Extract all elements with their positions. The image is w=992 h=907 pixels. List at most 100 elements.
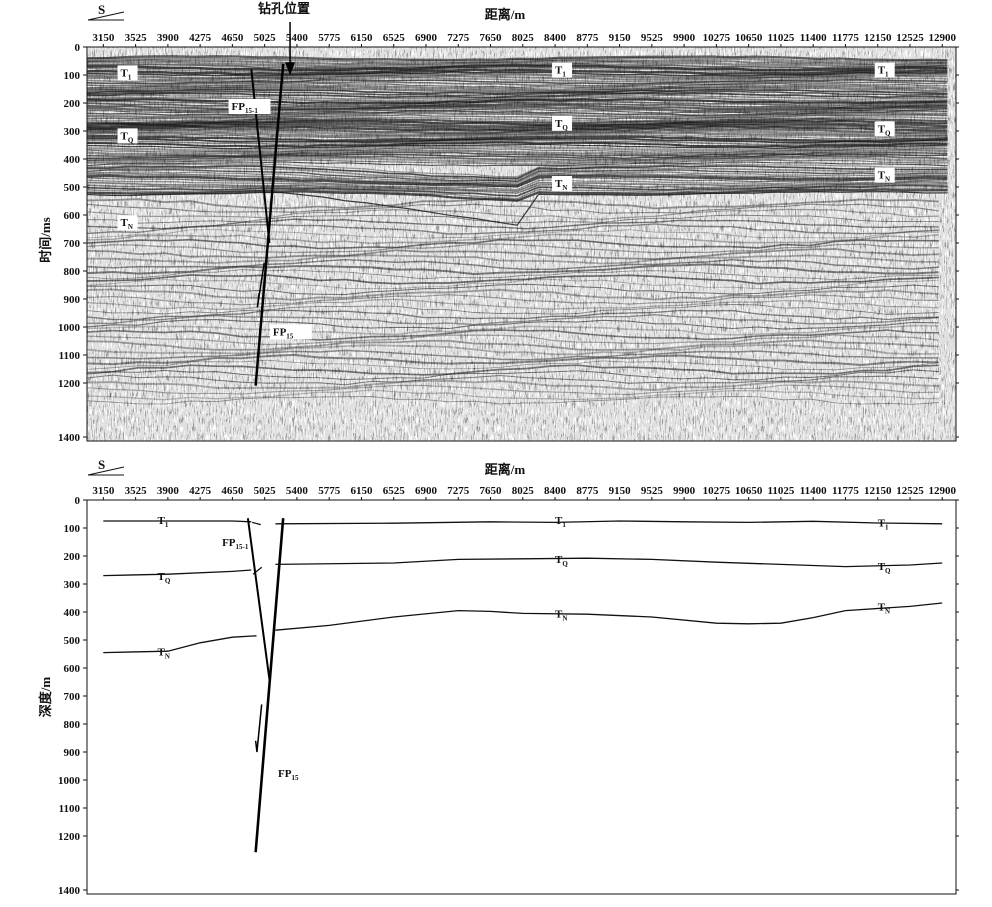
- top-fault-label-fp15: FP15: [273, 326, 294, 340]
- top-fault-label-fp15-1: FP15-1: [232, 101, 259, 115]
- seismic-reflector: [87, 359, 939, 371]
- seismic-reflector: [87, 171, 948, 184]
- bottom-horizon-label-t1-b: T1: [555, 515, 566, 529]
- seismic-time-section: 3150 3525 3900 4275 4650 5025 5400 5775 6150 6525…: [38, 1, 959, 444]
- bottom-horizon-label-tq-c: TQ: [878, 561, 891, 575]
- x-tick-label: 8025: [512, 485, 535, 497]
- seismic-reflector: [87, 228, 939, 239]
- x-tick-label: 11025: [767, 32, 794, 44]
- seismic-reflector: [87, 90, 948, 97]
- seismic-reflector: [87, 179, 948, 191]
- seismic-reflector: [87, 71, 948, 77]
- bottom-horizon-label-t1-c: T1: [878, 518, 889, 532]
- y-tick-label: 600: [64, 210, 81, 222]
- y-tick-label: 500: [64, 182, 81, 194]
- seismic-reflector: [87, 161, 948, 167]
- x-tick-label: 12150: [864, 485, 892, 497]
- horizon-tq-segment: [275, 557, 943, 568]
- seismic-reflector: [87, 143, 948, 150]
- y-tick-label: 900: [64, 747, 81, 759]
- seismic-reflector: [87, 139, 948, 146]
- x-tick-label: 3150: [92, 485, 115, 497]
- seismic-reflector: [87, 364, 939, 376]
- y-tick-label: 300: [64, 126, 81, 138]
- x-tick-label: 9525: [641, 32, 664, 44]
- seismic-reflectors: [87, 55, 948, 405]
- x-tick-label: 6150: [350, 32, 373, 44]
- y-tick-label: 1000: [58, 775, 81, 787]
- label-backdrop: [552, 62, 573, 78]
- top-horizon-label-t1-b: T1: [555, 65, 566, 79]
- seismic-reflector: [87, 238, 939, 250]
- seismic-reflector: [87, 288, 939, 301]
- seismic-reflector: [87, 86, 948, 93]
- seismic-reflector: [87, 369, 939, 381]
- seismic-reflector: [87, 165, 948, 180]
- borehole-label: 钻孔位置: [258, 1, 310, 16]
- seismic-reflector: [87, 248, 939, 260]
- seismic-reflector: [87, 223, 939, 235]
- seismic-reflector: [87, 174, 948, 188]
- top-x-axis-label: 距离/m: [485, 7, 526, 22]
- top-horizon-labels: T1 T1 T1 TQ TQ TQ TN TN TN FP15-1 FP15: [117, 62, 895, 340]
- x-tick-label: 7275: [447, 32, 470, 44]
- top-y-axis-ticks: 0 100 200 300 400 500 600 700 800 900 1000 1100 1200…: [58, 42, 959, 444]
- y-tick-label: 1000: [58, 322, 81, 334]
- seismic-reflector: [87, 145, 948, 152]
- seismic-reflector: [87, 344, 939, 356]
- fault-fp15-1-line: [246, 518, 271, 680]
- seismic-reflector: [87, 131, 948, 138]
- x-tick-label: 5775: [318, 485, 341, 497]
- fault-motion-arrow: [254, 704, 263, 753]
- y-tick-label: 1100: [59, 803, 81, 815]
- seismic-reflector: [87, 127, 948, 135]
- y-tick-label: 700: [64, 691, 81, 703]
- x-tick-label: 10650: [735, 485, 763, 497]
- x-tick-label: 12525: [896, 485, 924, 497]
- bottom-direction-indicator: S: [87, 457, 125, 476]
- x-tick-label: 10275: [703, 32, 731, 44]
- seismic-reflector: [87, 294, 939, 306]
- x-tick-label: 9525: [641, 485, 664, 497]
- x-tick-label: 11775: [832, 32, 859, 44]
- y-tick-label: 1400: [58, 432, 81, 444]
- seismic-reflector: [87, 84, 948, 92]
- x-tick-label: 5400: [286, 485, 309, 497]
- fault-fp15-line: [254, 63, 285, 386]
- x-tick-label: 7275: [447, 485, 470, 497]
- bottom-horizon-label-tq-b: TQ: [555, 554, 568, 568]
- seismic-reflector: [87, 274, 939, 285]
- seismic-reflector: [87, 313, 939, 326]
- horizon-t1-segment: [252, 521, 261, 526]
- top-x-axis-ticks: 3150 3525 3900 4275 4650 5025 5400 5775 6150 6525…: [92, 32, 956, 47]
- seismic-reflector: [87, 156, 948, 164]
- y-tick-label: 1100: [59, 350, 81, 362]
- bottom-horizon-label-tn-b: TN: [555, 609, 567, 623]
- seismic-reflector: [87, 137, 948, 144]
- seismic-reflector: [87, 214, 939, 224]
- seismic-reflector: [87, 119, 948, 126]
- x-tick-label: 10650: [735, 32, 763, 44]
- x-tick-label: 4275: [189, 32, 212, 44]
- top-horizon-label-tn-c: TN: [878, 170, 890, 184]
- top-horizon-label-t1-a: T1: [121, 67, 132, 81]
- bottom-x-axis-ticks: 3150 3525 3900 4275 4650 5025 5400 5775 6150 6525…: [92, 485, 956, 500]
- seismic-reflector: [87, 186, 948, 200]
- x-tick-label: 4650: [221, 32, 244, 44]
- x-tick-label: 3150: [92, 32, 115, 44]
- bottom-horizons: [103, 520, 943, 654]
- label-backdrop: [117, 215, 138, 231]
- seismic-reflector: [87, 283, 939, 296]
- seismic-reflector: [87, 72, 948, 80]
- x-tick-label: 9150: [609, 32, 632, 44]
- x-tick-label: 6150: [350, 485, 373, 497]
- x-tick-label: 3900: [157, 32, 180, 44]
- y-tick-label: 300: [64, 579, 81, 591]
- x-tick-label: 6900: [415, 32, 438, 44]
- top-faults: [250, 22, 296, 386]
- x-tick-label: 9900: [673, 32, 696, 44]
- seismic-reflector: [87, 243, 939, 254]
- x-tick-label: 12900: [928, 485, 956, 497]
- seismic-reflector: [87, 197, 939, 210]
